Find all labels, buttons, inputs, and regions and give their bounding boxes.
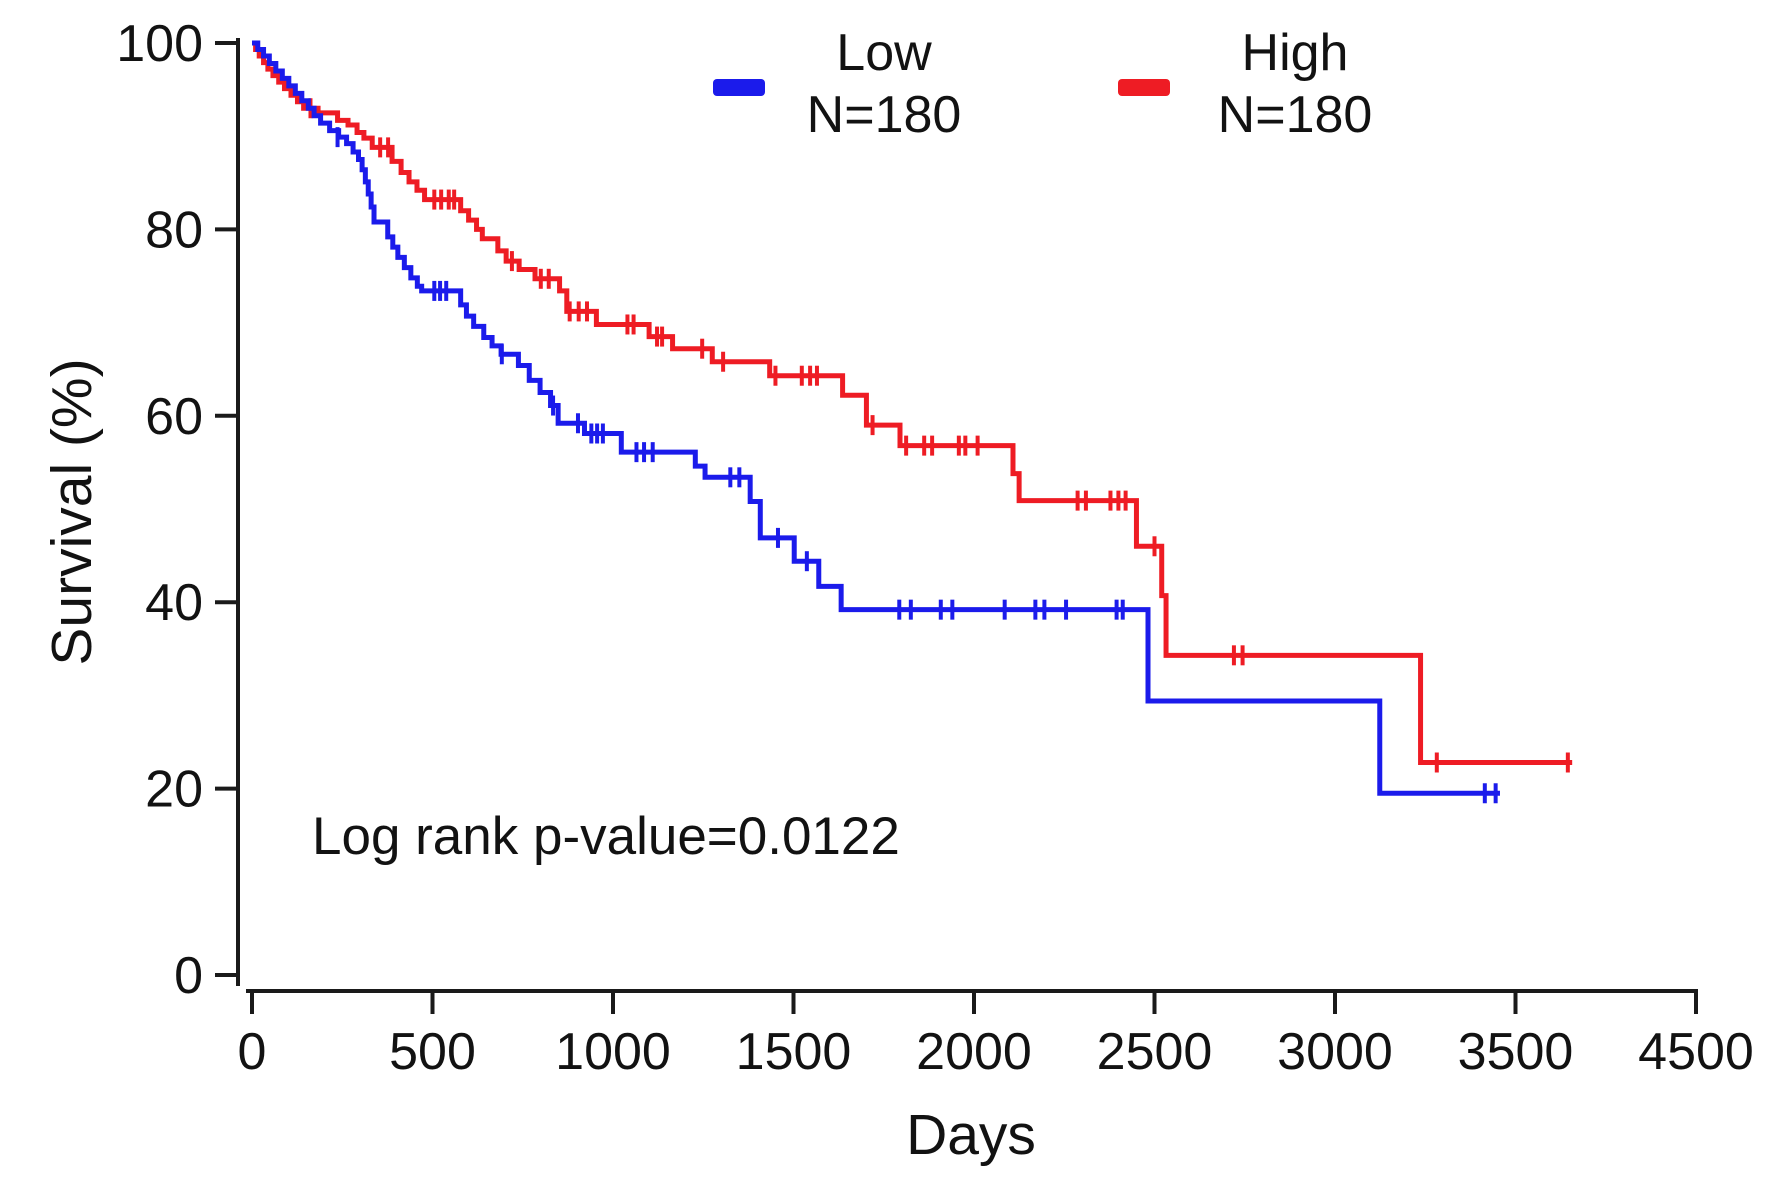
x-axis-title: Days (906, 1103, 1036, 1167)
legend-label-low: Low (836, 24, 932, 82)
x-tick-label: 2500 (1097, 1023, 1213, 1081)
x-tick-label: 0 (238, 1023, 267, 1081)
y-tick-label: 100 (116, 15, 203, 73)
survival-curve-high (252, 40, 1573, 766)
y-tick-label: 20 (145, 761, 203, 819)
legend-swatch-high (1118, 79, 1170, 96)
legend-item-high: High N=180 (1200, 22, 1390, 146)
y-tick-label: 80 (145, 201, 203, 259)
x-tick-label: 3500 (1458, 1023, 1574, 1081)
x-tick-label: 4500 (1638, 1023, 1754, 1081)
x-tick-label: 3000 (1277, 1023, 1393, 1081)
x-tick-label: 1500 (736, 1023, 852, 1081)
x-tick-label: 500 (389, 1023, 476, 1081)
legend-swatch-low (713, 79, 765, 96)
y-tick-label: 40 (145, 574, 203, 632)
legend-label-high: High (1241, 24, 1349, 82)
legend-n-high: N=180 (1217, 86, 1373, 144)
y-tick-label: 60 (145, 388, 203, 446)
x-tick-label: 2000 (916, 1023, 1032, 1081)
logrank-pvalue-annotation: Log rank p-value=0.0122 (312, 807, 900, 866)
x-tick-label: 1000 (555, 1023, 671, 1081)
y-axis-title: Survival (%) (40, 358, 104, 666)
legend-n-low: N=180 (806, 86, 962, 144)
legend-item-low: Low N=180 (794, 22, 974, 146)
y-tick-label: 0 (174, 947, 203, 1005)
survival-curve-low (252, 40, 1500, 796)
